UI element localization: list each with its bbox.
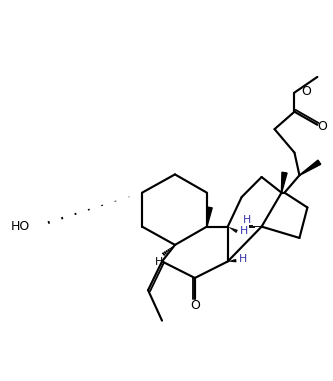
Text: O: O [317, 120, 327, 133]
Text: H: H [155, 257, 163, 267]
Text: H: H [239, 255, 247, 264]
Polygon shape [299, 160, 321, 175]
Text: O: O [191, 299, 200, 312]
Text: O: O [301, 85, 311, 98]
Polygon shape [207, 207, 212, 227]
Polygon shape [281, 172, 287, 193]
Text: H: H [243, 215, 251, 225]
Text: H: H [240, 226, 248, 236]
Text: HO: HO [11, 220, 30, 233]
